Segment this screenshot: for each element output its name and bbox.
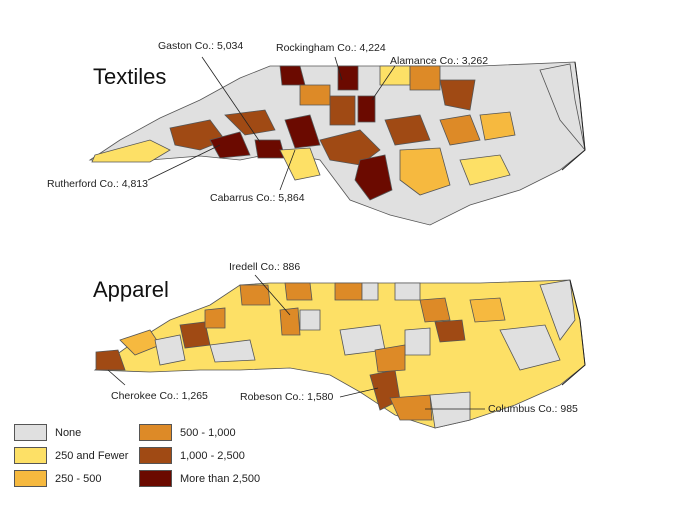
legend-label: 250 and Fewer [55, 449, 129, 462]
legend-label: More than 2,500 [180, 472, 261, 485]
legend-swatch [139, 447, 172, 464]
legend-swatch [139, 470, 172, 487]
callout-cabarrus: Cabarrus Co.: 5,864 [210, 192, 305, 204]
legend-swatch [139, 424, 172, 441]
callout-rutherford: Rutherford Co.: 4,813 [47, 178, 148, 190]
legend-item-500-1000: 500 - 1,000 [139, 424, 236, 441]
callout-rockingham: Rockingham Co.: 4,224 [276, 42, 386, 54]
legend-swatch [14, 424, 47, 441]
textiles-map [88, 61, 586, 226]
callout-columbus: Columbus Co.: 985 [488, 403, 578, 415]
callout-lines [107, 56, 485, 410]
legend-item-250-fewer: 250 and Fewer [14, 447, 128, 464]
legend-item-none: None [14, 424, 81, 441]
callout-cherokee: Cherokee Co.: 1,265 [111, 390, 208, 402]
callout-alamance: Alamance Co.: 3,262 [390, 55, 489, 67]
legend-swatch [14, 447, 47, 464]
textiles-title: Textiles [93, 64, 167, 89]
apparel-title: Apparel [93, 277, 169, 302]
legend-label: 500 - 1,000 [180, 426, 236, 439]
legend-label: 250 - 500 [55, 472, 102, 485]
legend-label: 1,000 - 2,500 [180, 449, 245, 462]
callout-gaston: Gaston Co.: 5,034 [158, 40, 244, 52]
legend-item-1000-2500: 1,000 - 2,500 [139, 447, 245, 464]
legend-item-250-500: 250 - 500 [14, 470, 101, 487]
callout-robeson: Robeson Co.: 1,580 [240, 391, 334, 403]
legend-label: None [55, 426, 82, 439]
callout-iredell: Iredell Co.: 886 [229, 261, 301, 273]
legend-swatch [14, 470, 47, 487]
legend-item-more-2500: More than 2,500 [139, 470, 260, 487]
apparel-map [93, 279, 586, 429]
